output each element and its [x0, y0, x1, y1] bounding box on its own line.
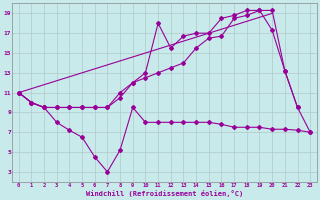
X-axis label: Windchill (Refroidissement éolien,°C): Windchill (Refroidissement éolien,°C) [86, 190, 243, 197]
